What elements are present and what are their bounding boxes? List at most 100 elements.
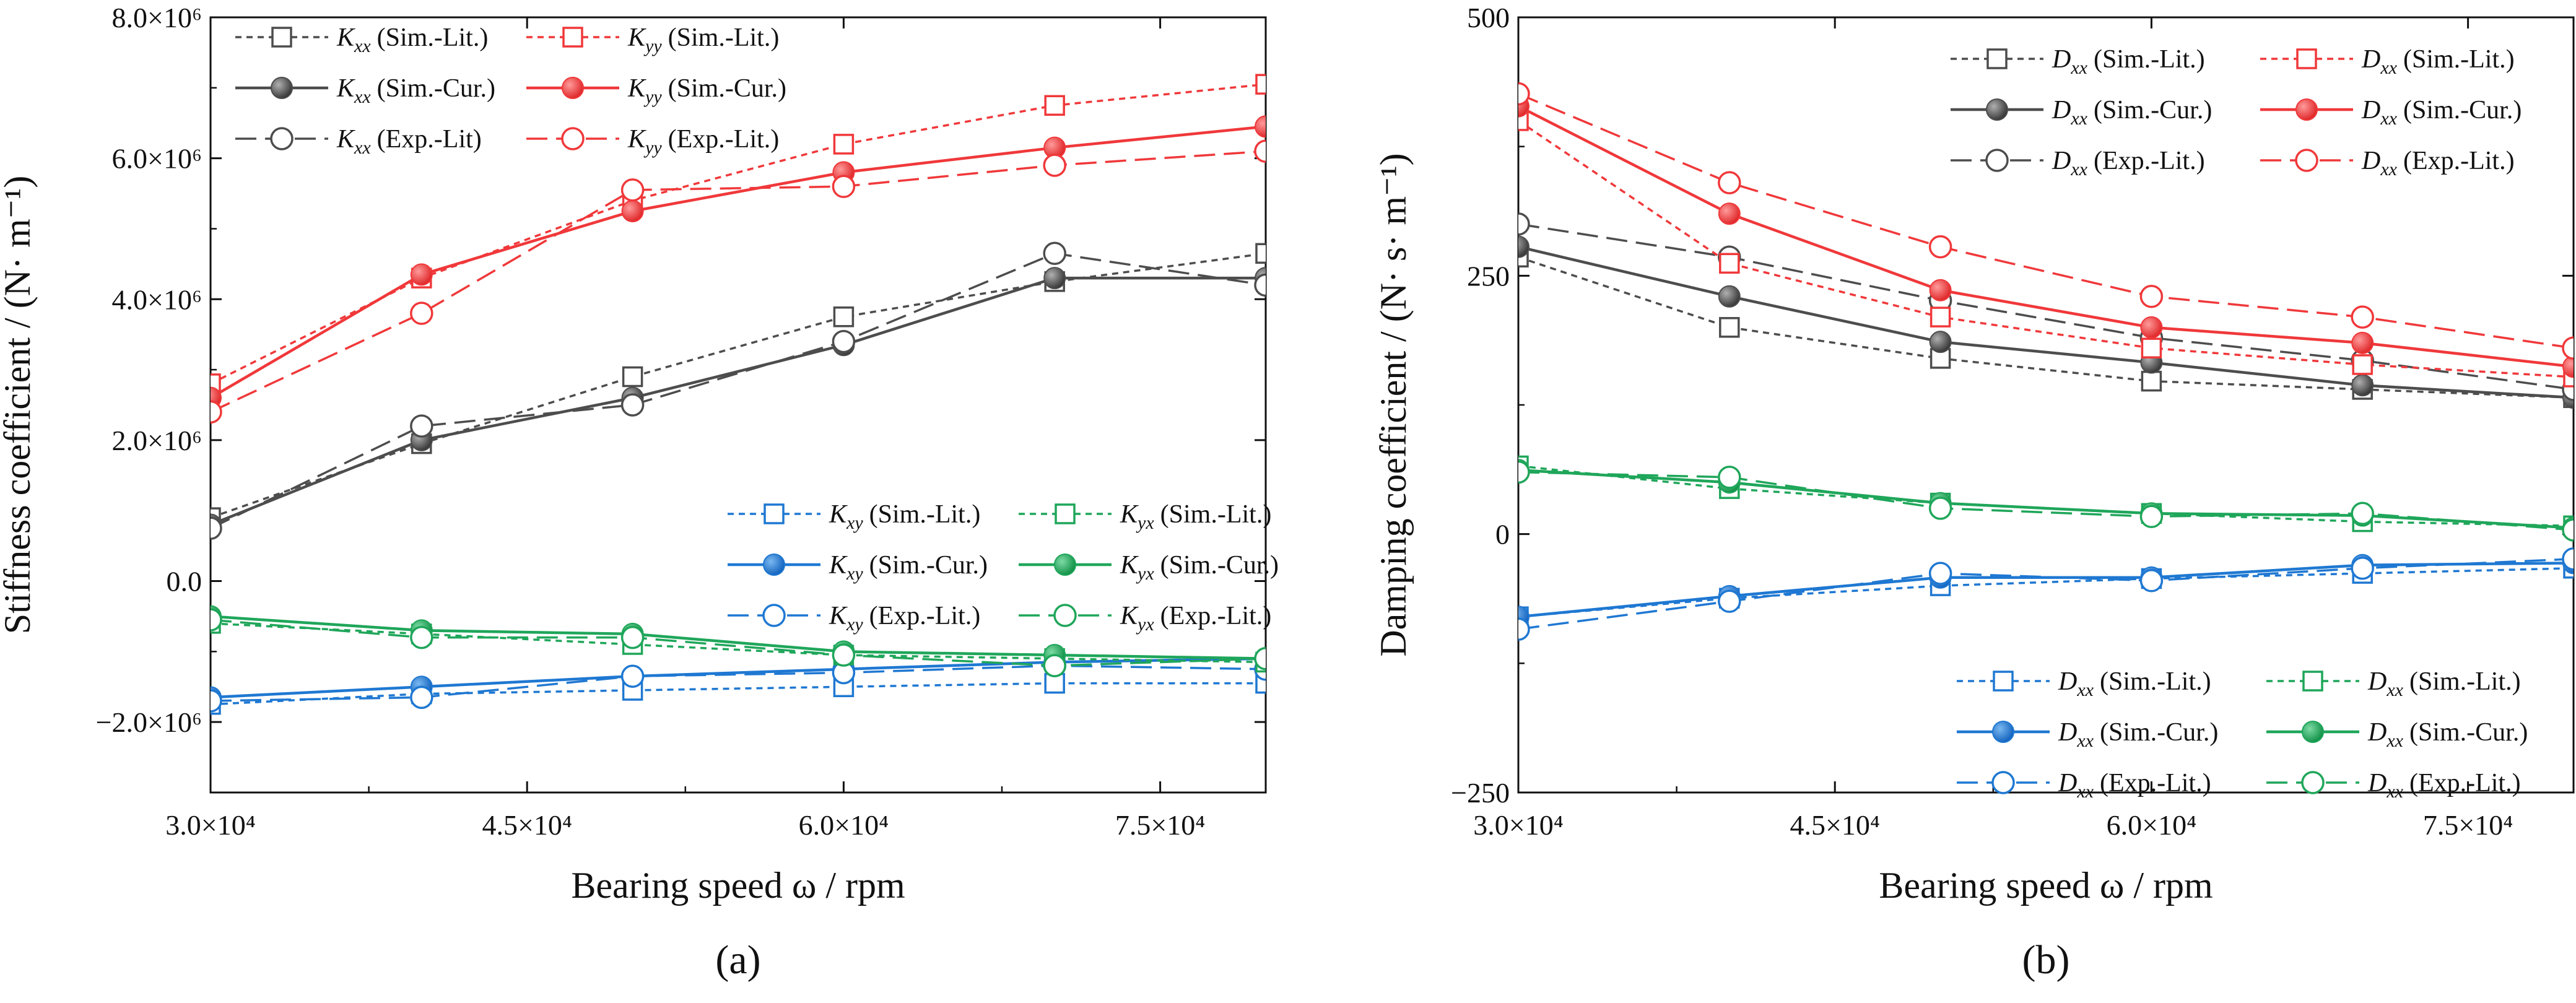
legend-item: Kyy (Sim.-Cur.) bbox=[526, 74, 786, 107]
legend-name: (Exp.-Lit.) bbox=[869, 602, 981, 630]
legend-subscript: yx bbox=[1136, 563, 1154, 584]
legend-name: (Sim.-Lit.) bbox=[2100, 667, 2211, 696]
legend-symbol: K bbox=[829, 551, 848, 580]
series-line bbox=[211, 682, 1266, 706]
series-line bbox=[211, 664, 1266, 702]
legend-name: (Exp.-Lit.) bbox=[2409, 769, 2521, 797]
series-xx-green-9 bbox=[1518, 455, 2574, 537]
legend-subscript: xx bbox=[2380, 159, 2397, 180]
legend-symbol: K bbox=[627, 24, 646, 52]
data-point bbox=[2562, 518, 2574, 542]
data-point bbox=[2562, 336, 2574, 360]
legend-symbol: D bbox=[2361, 96, 2380, 124]
legend-name: (Sim.-Cur.) bbox=[668, 74, 786, 103]
legend-symbol: K bbox=[1120, 500, 1139, 529]
data-point bbox=[2351, 502, 2374, 526]
data-point bbox=[2140, 316, 2163, 339]
legend-symbol: D bbox=[2052, 45, 2071, 74]
legend-item: Dxx (Sim.-Lit.) bbox=[2266, 667, 2521, 700]
legend-name: (Sim.-Cur.) bbox=[2409, 718, 2528, 747]
series-xx-blue-7 bbox=[1518, 552, 2574, 628]
legend-item: Kxy (Sim.-Cur.) bbox=[728, 551, 988, 584]
series-line bbox=[1518, 119, 2574, 378]
legend-name: (Sim.-Cur.) bbox=[377, 74, 495, 103]
legend-name: (Exp.-Lit.) bbox=[2403, 147, 2515, 175]
legend-subscript: xx bbox=[2076, 781, 2094, 802]
series-yy-red-3 bbox=[211, 74, 1266, 394]
data-point bbox=[833, 306, 855, 328]
series-line bbox=[211, 615, 1266, 660]
legend-symbol: D bbox=[2367, 667, 2387, 696]
series-xx-green-11 bbox=[1518, 460, 2574, 542]
series-line bbox=[211, 622, 1266, 664]
data-point bbox=[2139, 569, 2164, 593]
series-xx-red-4 bbox=[1518, 95, 2574, 378]
data-point bbox=[1928, 562, 1952, 585]
panel-label: (b) bbox=[2022, 937, 2070, 983]
y-tick-label: 8.0×10⁶ bbox=[112, 2, 202, 33]
y-tick-label: −250 bbox=[1451, 777, 1510, 809]
legend-label: Dxx (Exp.-Lit.) bbox=[2367, 769, 2521, 802]
legend-0: Kxx (Sim.-Lit.) Kyy (Sim.-Lit.) Kxx (Sim.-Cur… bbox=[235, 24, 786, 158]
legend-marker bbox=[271, 27, 292, 48]
legend-marker bbox=[2301, 771, 2325, 794]
data-point bbox=[211, 689, 222, 713]
legend-name: (Sim.-Cur.) bbox=[869, 551, 988, 580]
legend-subscript: yx bbox=[1136, 513, 1154, 533]
data-point bbox=[2351, 374, 2374, 397]
y-axis-title: Damping coefficient / (N· s· m⁻¹) bbox=[1373, 153, 1414, 656]
legend-symbol: K bbox=[829, 602, 848, 630]
legend-item: Dxx (Sim.-Cur.) bbox=[1951, 96, 2212, 129]
data-point bbox=[2352, 354, 2373, 375]
data-point bbox=[2351, 331, 2374, 354]
legend-item: Dxx (Sim.-Cur.) bbox=[2266, 718, 2528, 751]
legend-item: Dxx (Exp.-Lit.) bbox=[2260, 147, 2515, 180]
legend-subscript: yy bbox=[643, 137, 662, 158]
data-point bbox=[1255, 115, 1266, 138]
data-point bbox=[620, 664, 645, 688]
legend-marker bbox=[562, 27, 583, 48]
y-tick-label: 2.0×10⁶ bbox=[112, 425, 202, 456]
legend-marker bbox=[1993, 671, 2014, 692]
data-point bbox=[410, 414, 433, 438]
data-point bbox=[410, 685, 433, 710]
data-point bbox=[410, 263, 433, 286]
legend-item: Kyx (Sim.-Lit.) bbox=[1019, 500, 1271, 533]
legend-name: (Sim.-Lit.) bbox=[668, 24, 780, 52]
legend-item: Dxx (Exp.-Lit.) bbox=[1957, 769, 2211, 802]
data-point bbox=[1929, 279, 1952, 302]
series-line bbox=[1518, 256, 2574, 399]
x-tick-label: 6.0×10⁴ bbox=[2107, 809, 2196, 841]
legend-marker bbox=[1991, 771, 2015, 794]
data-point bbox=[1719, 317, 1740, 338]
legend-label: Kyx (Sim.-Lit.) bbox=[1120, 500, 1271, 533]
data-point bbox=[1518, 617, 1530, 641]
legend-item: Kxy (Sim.-Lit.) bbox=[728, 500, 980, 533]
data-point bbox=[1254, 273, 1266, 297]
legend-subscript: xx bbox=[2386, 781, 2403, 802]
legend-item: Kxx (Sim.-Lit.) bbox=[235, 24, 488, 56]
legend-marker bbox=[1986, 48, 2008, 69]
series-line bbox=[1518, 471, 2574, 531]
legend-item: Dxx (Sim.-Lit.) bbox=[1951, 45, 2205, 78]
data-point bbox=[2139, 284, 2164, 308]
legend-label: Kxy (Exp.-Lit.) bbox=[829, 602, 980, 635]
legend-subscript: xx bbox=[2380, 108, 2397, 129]
legend-subscript: yy bbox=[643, 87, 662, 107]
legend-symbol: K bbox=[1120, 602, 1139, 630]
data-point bbox=[1718, 285, 1741, 308]
legend-symbol: D bbox=[2058, 718, 2077, 747]
legend-0: Dxx (Sim.-Lit.) Dxx (Sim.-Lit.) Dxx (Sim.-Cur… bbox=[1951, 45, 2522, 180]
legend-item: Dxx (Exp.-Lit.) bbox=[1951, 147, 2205, 180]
legend-label: Kyy (Sim.-Cur.) bbox=[627, 74, 786, 107]
y-tick-label: 500 bbox=[1467, 2, 1510, 33]
legend-symbol: K bbox=[1120, 551, 1139, 580]
series-yy-red-5 bbox=[211, 139, 1266, 424]
series-line bbox=[1518, 567, 2574, 618]
legend-subscript: xx bbox=[2070, 159, 2087, 180]
data-point bbox=[1043, 154, 1066, 177]
legend-item: Kyy (Sim.-Lit.) bbox=[526, 24, 779, 56]
legend-subscript: xx bbox=[354, 87, 371, 107]
legend-item: Kyy (Exp.-Lit.) bbox=[526, 125, 779, 158]
data-point bbox=[1254, 647, 1266, 671]
